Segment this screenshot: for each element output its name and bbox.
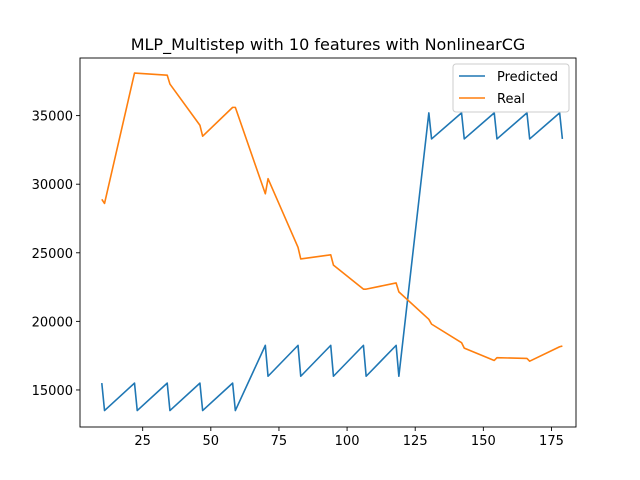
x-tick-label: 175: [539, 434, 564, 449]
x-tick-label: 150: [471, 434, 496, 449]
legend-label-predicted: Predicted: [497, 70, 558, 85]
x-tick-label: 75: [271, 434, 288, 449]
y-tick-label: 15000: [32, 384, 73, 399]
x-tick-label: 25: [134, 434, 151, 449]
chart-legend: Predicted Real: [452, 63, 570, 113]
x-tick-label: 125: [403, 434, 428, 449]
chart-title: MLP_Multistep with 10 features with Nonl…: [131, 35, 526, 55]
y-tick-label: 35000: [32, 110, 73, 125]
legend-label-real: Real: [497, 92, 525, 107]
y-tick-label: 20000: [32, 315, 73, 330]
plot-frame: [79, 57, 577, 428]
axes-layer: 25 50 75 100 125 150 175 15000 20000 25000 30000 35…: [32, 57, 577, 449]
series-layer: [101, 72, 564, 412]
x-tick-label: 100: [335, 434, 360, 449]
y-tick-label: 25000: [32, 247, 73, 262]
series-line-predicted: [101, 112, 564, 412]
y-tick-label: 30000: [32, 178, 73, 193]
series-line-real: [101, 72, 563, 362]
x-tick-label: 50: [203, 434, 220, 449]
